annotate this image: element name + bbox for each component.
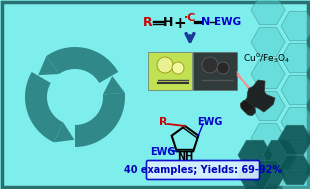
Polygon shape — [75, 93, 125, 147]
Polygon shape — [251, 0, 285, 25]
Polygon shape — [238, 140, 272, 170]
Text: $\rm Cu^0/Fe_3O_4$: $\rm Cu^0/Fe_3O_4$ — [243, 51, 290, 65]
Text: ·C: ·C — [184, 13, 196, 23]
Polygon shape — [281, 171, 310, 189]
Text: 40 examples; Yields: 69-92%: 40 examples; Yields: 69-92% — [124, 165, 282, 175]
FancyBboxPatch shape — [147, 160, 259, 180]
Circle shape — [217, 62, 229, 74]
Text: R: R — [159, 117, 167, 127]
Text: +: + — [174, 15, 186, 30]
Circle shape — [172, 62, 184, 74]
Polygon shape — [251, 160, 285, 189]
Text: H: H — [163, 15, 173, 29]
Polygon shape — [281, 75, 310, 105]
Text: EWG: EWG — [215, 17, 241, 27]
Polygon shape — [251, 27, 285, 57]
Text: EWG: EWG — [150, 147, 176, 157]
Text: EWG: EWG — [197, 117, 223, 127]
Polygon shape — [38, 56, 59, 75]
Polygon shape — [278, 155, 310, 185]
Polygon shape — [241, 100, 255, 115]
Polygon shape — [241, 80, 275, 112]
Polygon shape — [54, 122, 74, 142]
Polygon shape — [251, 155, 285, 185]
Polygon shape — [281, 43, 310, 73]
FancyBboxPatch shape — [2, 2, 308, 187]
Circle shape — [157, 57, 173, 73]
Polygon shape — [251, 123, 285, 153]
Polygon shape — [281, 139, 310, 169]
Polygon shape — [251, 91, 285, 121]
Text: R: R — [143, 15, 153, 29]
Polygon shape — [281, 11, 310, 41]
FancyBboxPatch shape — [193, 52, 237, 90]
Polygon shape — [278, 125, 310, 155]
Text: NH: NH — [177, 152, 193, 162]
Polygon shape — [25, 72, 63, 142]
Polygon shape — [103, 76, 125, 94]
Polygon shape — [281, 107, 310, 137]
Circle shape — [202, 57, 218, 73]
Polygon shape — [251, 59, 285, 89]
Polygon shape — [263, 140, 297, 170]
Polygon shape — [46, 47, 118, 83]
Text: N: N — [202, 17, 210, 27]
Polygon shape — [238, 160, 272, 189]
FancyBboxPatch shape — [148, 52, 192, 90]
